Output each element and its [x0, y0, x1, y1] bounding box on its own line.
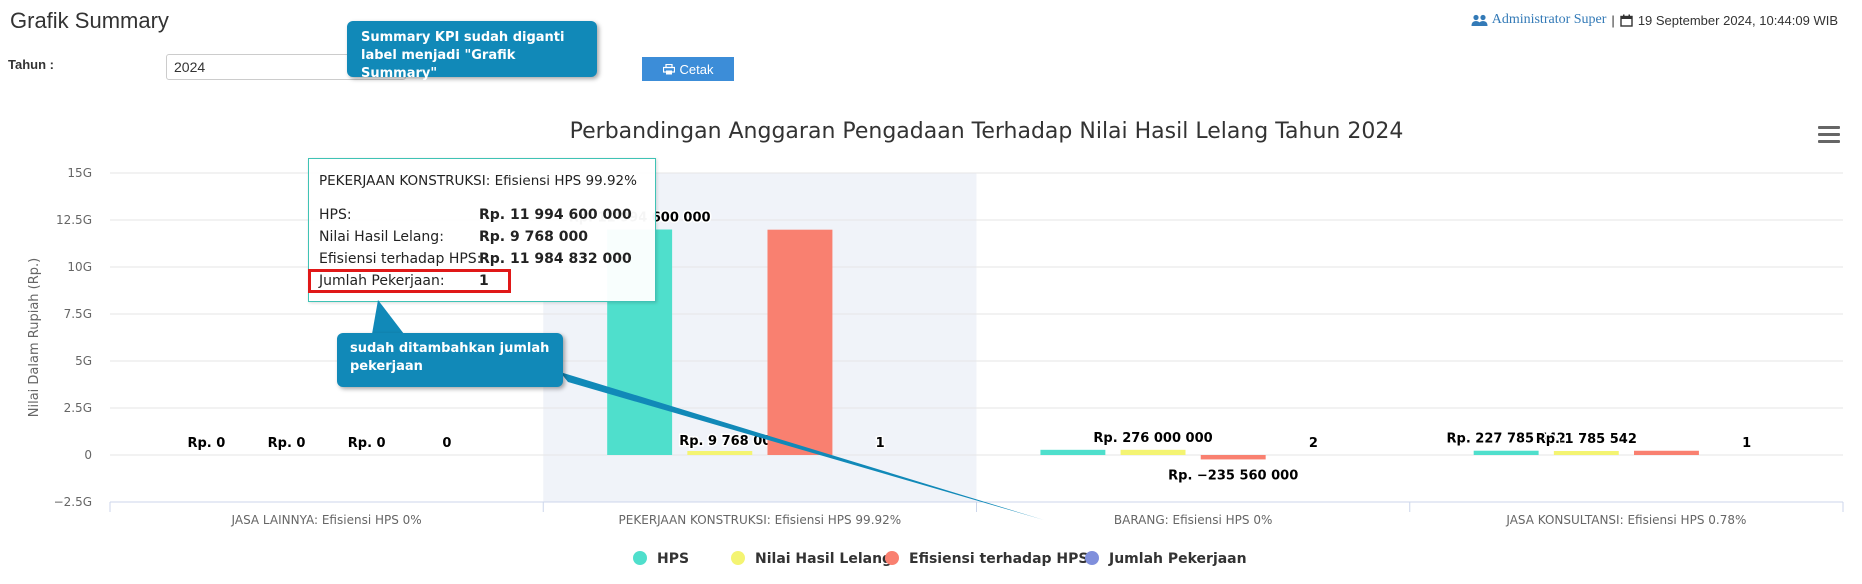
tooltip-value: 1 [479, 273, 489, 289]
bar [1473, 450, 1539, 455]
legend-marker [633, 551, 647, 565]
data-label: 2 [1309, 436, 1318, 451]
tooltip-row-jumlah: Jumlah Pekerjaan: 1 [319, 273, 489, 293]
user-name: Administrator Super [1491, 12, 1607, 27]
header-datetime: 19 September 2024, 10:44:09 WIB [1637, 12, 1838, 28]
tooltip-key: Efisiensi terhadap HPS: [319, 251, 482, 267]
data-label: Rp. 227 785 542 [1447, 432, 1566, 447]
header-separator: | [1611, 12, 1615, 28]
legend-label: Jumlah Pekerjaan [1108, 551, 1247, 567]
data-label: Rp. 0 [268, 436, 306, 451]
x-category-label: JASA KONSULTANSI: Efisiensi HPS 0.78% [1505, 513, 1746, 527]
print-button[interactable]: Cetak [642, 57, 734, 81]
bar [767, 229, 833, 455]
calendar-icon [1620, 14, 1633, 27]
bar [1553, 451, 1619, 455]
users-icon [1471, 14, 1488, 26]
y-tick-label: −2.5G [54, 495, 92, 509]
callout-added-count: sudah ditambahkan jumlah pekerjaan [337, 333, 563, 387]
page-title: Grafik Summary [10, 8, 169, 33]
data-label: Rp. 0 [187, 436, 225, 451]
data-label: Rp. 276 000 000 [1093, 431, 1212, 446]
x-category-label: PEKERJAAN KONSTRUKSI: Efisiensi HPS 99.9… [619, 513, 902, 527]
bar [1120, 449, 1186, 455]
data-label: Rp. 9 768 000 [679, 434, 780, 449]
data-label: 1 [1742, 436, 1751, 451]
callout-text-line: label menjadi "Grafik Summary" [361, 48, 516, 81]
highlight-box [308, 269, 511, 293]
tooltip-key: Nilai Hasil Lelang: [319, 229, 444, 245]
tooltip-row-nilai: Nilai Hasil Lelang: Rp. 9 768 000 [319, 229, 588, 249]
data-label: 0 [442, 436, 451, 451]
chart-tooltip: PEKERJAAN KONSTRUKSI: Efisiensi HPS 99.9… [308, 158, 656, 302]
y-tick-label: 0 [84, 448, 92, 462]
legend-label: Nilai Hasil Lelang [755, 551, 892, 567]
tooltip-row-hps: HPS: Rp. 11 994 600 000 [319, 207, 632, 227]
print-button-label: Cetak [679, 61, 714, 77]
legend-marker [1085, 551, 1099, 565]
tooltip-key: HPS: [319, 207, 352, 223]
legend-label: HPS [657, 551, 689, 567]
y-tick-label: 5G [75, 354, 92, 368]
callout-text-line: pekerjaan [350, 359, 423, 374]
x-category-label: BARANG: Efisiensi HPS 0% [1114, 513, 1272, 527]
data-label: 1 [876, 436, 885, 451]
y-tick-label: 7.5G [64, 307, 92, 321]
x-category-label: JASA LAINNYA: Efisiensi HPS 0% [231, 513, 422, 527]
y-tick-label: 2.5G [64, 401, 92, 415]
tooltip-value: Rp. 11 984 832 000 [479, 251, 632, 267]
print-icon [662, 63, 675, 74]
y-tick-label: 10G [67, 260, 92, 274]
header-user-info: Administrator Super | 19 September 2024,… [1471, 12, 1838, 28]
tooltip-row-efisiensi: Efisiensi terhadap HPS: Rp. 11 984 832 0… [319, 251, 632, 271]
y-axis-label: Nilai Dalam Rupiah (Rp.) [27, 258, 42, 417]
legend-label: Efisiensi terhadap HPS [909, 551, 1088, 567]
callout-text-line: sudah ditambahkan jumlah [350, 341, 550, 356]
callout-renamed-label: Summary KPI sudah diganti label menjadi … [347, 21, 597, 81]
bar [1040, 449, 1106, 455]
tooltip-title: PEKERJAAN KONSTRUKSI: Efisiensi HPS 99.9… [319, 173, 637, 189]
data-label: Rp. −235 560 000 [1168, 468, 1298, 483]
y-tick-label: 12.5G [56, 213, 92, 227]
year-label: Tahun : [8, 57, 54, 72]
hamburger-menu-icon[interactable] [1818, 126, 1840, 144]
tooltip-value: Rp. 11 994 600 000 [479, 207, 632, 223]
tooltip-value: Rp. 9 768 000 [479, 229, 588, 245]
data-label: Rp. 0 [348, 436, 386, 451]
bar [687, 451, 753, 455]
y-tick-label: 15G [67, 166, 92, 180]
tooltip-key: Jumlah Pekerjaan: [319, 273, 445, 289]
bar [1200, 455, 1266, 460]
legend-marker [731, 551, 745, 565]
legend-marker [885, 551, 899, 565]
callout-text-line: Summary KPI sudah diganti [361, 30, 565, 45]
data-label: Rp. 1 785 542 [1536, 432, 1637, 447]
chart-title: Perbandingan Anggaran Pengadaan Terhadap… [570, 119, 1404, 144]
user-link[interactable]: Administrator Super [1471, 12, 1607, 28]
bar [1633, 450, 1699, 455]
